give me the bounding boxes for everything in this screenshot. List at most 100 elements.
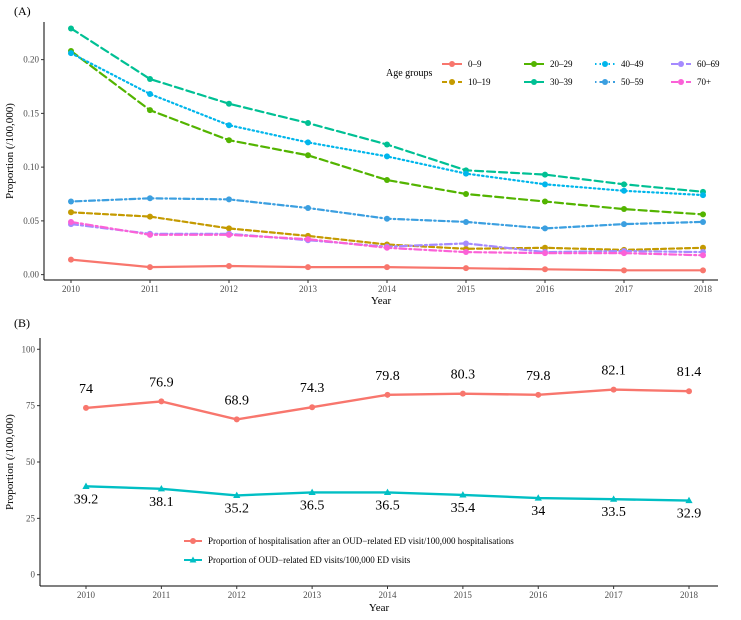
data-point	[147, 91, 153, 98]
data-point	[463, 191, 469, 197]
x-tick-label: 2013	[303, 590, 322, 600]
data-point	[621, 187, 627, 194]
data-point	[463, 240, 469, 247]
y-tick-label: 100	[22, 344, 36, 354]
series-line	[69, 197, 705, 230]
data-point	[308, 488, 316, 496]
data-point	[226, 196, 232, 203]
data-point	[542, 225, 548, 232]
legend-label: 20–29	[550, 59, 573, 69]
data-point	[305, 236, 311, 243]
x-tick-label: 2018	[680, 590, 699, 600]
data-label: 80.3	[451, 368, 476, 383]
y-tick-label: 0.20	[23, 55, 39, 65]
data-point	[226, 225, 232, 232]
data-point	[68, 25, 74, 32]
data-point	[305, 152, 311, 159]
data-point	[621, 181, 627, 188]
legend-title: Age groups	[386, 68, 432, 79]
data-point	[68, 209, 74, 216]
x-axis-title: Year	[371, 295, 392, 307]
y-tick-label: 0	[31, 570, 36, 580]
data-point	[610, 495, 618, 502]
y-axis-title: Proportion (/100,000)	[4, 414, 16, 510]
data-point	[305, 264, 311, 271]
legend-label: Proportion of OUD−related ED visits/100,…	[208, 555, 411, 565]
legend-key-point	[189, 556, 197, 563]
legend-key-point	[678, 79, 684, 85]
data-point	[147, 231, 153, 238]
y-tick-label: 50	[26, 457, 36, 467]
panel-a-label: (A)	[14, 4, 31, 18]
y-tick-label: 0.05	[23, 216, 39, 226]
data-point	[700, 211, 706, 218]
data-label: 81.4	[677, 365, 702, 380]
legend-label: 70+	[697, 77, 711, 87]
data-point	[463, 265, 469, 272]
data-point	[309, 404, 316, 411]
legend-label: 10–19	[468, 77, 491, 87]
data-point	[463, 249, 469, 256]
x-tick-label: 2010	[62, 284, 81, 294]
data-point	[384, 244, 390, 251]
data-point	[83, 404, 89, 411]
x-tick-label: 2012	[220, 284, 238, 294]
data-point	[621, 206, 627, 213]
x-axis-title: Year	[369, 602, 390, 614]
x-tick-label: 2011	[153, 590, 171, 600]
data-point	[226, 231, 232, 238]
x-tick-label: 2016	[536, 284, 555, 294]
x-tick-label: 2015	[457, 284, 476, 294]
data-point	[384, 264, 390, 271]
data-point	[68, 256, 74, 263]
x-tick-label: 2012	[228, 590, 246, 600]
data-point	[147, 195, 153, 202]
legend-key-point	[531, 61, 537, 67]
data-point	[542, 198, 548, 205]
x-tick-label: 2011	[141, 284, 159, 294]
data-label: 36.5	[375, 498, 400, 513]
data-label: 76.9	[149, 375, 174, 390]
data-point	[226, 137, 232, 144]
data-point	[621, 221, 627, 228]
data-point	[68, 218, 74, 225]
data-point	[384, 153, 390, 160]
data-point	[542, 266, 548, 273]
data-point	[384, 177, 390, 184]
data-point	[459, 390, 466, 397]
data-point	[68, 50, 74, 57]
data-point	[305, 120, 311, 127]
data-label: 38.1	[149, 495, 174, 510]
data-point	[233, 416, 240, 423]
legend-label: 30–39	[550, 77, 573, 87]
legend-key-point	[190, 538, 196, 544]
y-tick-label: 75	[26, 401, 36, 411]
data-label: 39.2	[74, 492, 99, 507]
legend-key-point	[602, 79, 608, 85]
data-label: 82.1	[601, 364, 626, 379]
legend-key-point	[678, 61, 684, 67]
data-label: 35.4	[451, 501, 476, 516]
y-tick-label: 0.00	[23, 270, 39, 280]
x-tick-label: 2016	[529, 590, 548, 600]
x-tick-label: 2010	[77, 590, 96, 600]
data-label: 68.9	[225, 393, 250, 408]
data-point	[147, 213, 153, 220]
data-label: 35.2	[225, 501, 250, 516]
data-point	[542, 181, 548, 188]
data-point	[621, 250, 627, 257]
data-label: 34	[531, 504, 545, 519]
y-tick-label: 0.10	[23, 162, 39, 172]
data-label: 74.3	[300, 381, 325, 396]
panel-b-label: (B)	[14, 316, 30, 330]
data-point	[621, 267, 627, 274]
data-point	[685, 496, 693, 504]
legend-key-point	[531, 79, 537, 85]
legend-label: Proportion of hospitalisation after an O…	[208, 536, 514, 546]
data-point	[82, 482, 90, 489]
x-tick-label: 2017	[615, 284, 634, 294]
data-point	[463, 170, 469, 177]
data-point	[305, 204, 311, 211]
x-tick-label: 2015	[454, 590, 473, 600]
